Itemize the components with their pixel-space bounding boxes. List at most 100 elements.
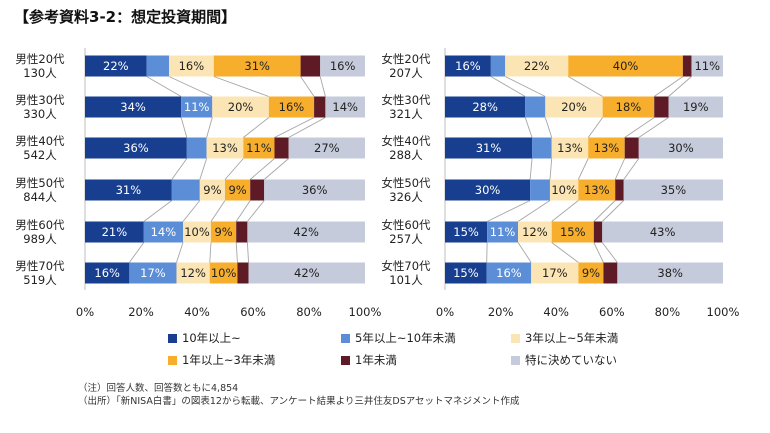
category-count: 207人 bbox=[389, 66, 423, 80]
data-label: 16% bbox=[179, 59, 205, 73]
bar-segment bbox=[248, 262, 365, 284]
data-label: 27% bbox=[314, 141, 340, 155]
category-label: 女性50代 bbox=[381, 176, 431, 190]
legend-item-under-1y: 1年未満 bbox=[341, 352, 397, 368]
legend-swatch bbox=[168, 333, 177, 343]
connector-line bbox=[182, 200, 201, 222]
bar-segment bbox=[129, 262, 177, 284]
bar-segment bbox=[638, 137, 723, 159]
connector-line bbox=[206, 117, 213, 138]
data-label: 42% bbox=[294, 266, 320, 280]
bar-segment bbox=[490, 55, 506, 77]
bar-segment bbox=[247, 221, 365, 243]
bar-segment bbox=[146, 55, 169, 77]
data-label: 36% bbox=[123, 141, 149, 155]
page-title: 【参考資料3-2：想定投資期間】 bbox=[14, 8, 237, 26]
bar-segment bbox=[264, 179, 365, 201]
data-label: 17% bbox=[140, 266, 166, 280]
data-label: 38% bbox=[657, 266, 683, 280]
connector-line bbox=[593, 242, 604, 263]
x-tick-label: 80% bbox=[655, 305, 681, 319]
connector-line bbox=[176, 242, 184, 263]
connector-line bbox=[524, 117, 533, 138]
data-label: 16% bbox=[496, 266, 522, 280]
bar-segment bbox=[445, 55, 491, 77]
bar-segment bbox=[171, 179, 200, 201]
bar-segment bbox=[578, 179, 616, 201]
data-label: 15% bbox=[560, 225, 586, 239]
data-label: 22% bbox=[524, 59, 550, 73]
legend-swatch bbox=[511, 355, 520, 365]
category-label: 女性40代 bbox=[381, 134, 431, 148]
data-label: 13% bbox=[584, 183, 610, 197]
category-label: 女性20代 bbox=[381, 52, 431, 66]
bar-segment bbox=[183, 221, 211, 243]
x-tick-label: 20% bbox=[128, 305, 154, 319]
data-label: 21% bbox=[102, 225, 128, 239]
x-tick-label: 40% bbox=[543, 305, 569, 319]
bar-segment bbox=[682, 55, 692, 77]
data-label: 34% bbox=[120, 100, 146, 114]
bar-segment bbox=[85, 221, 144, 243]
bar-segment bbox=[85, 179, 172, 201]
connector-line bbox=[517, 242, 532, 263]
connector-line bbox=[517, 200, 551, 222]
category-label: 男性60代 bbox=[15, 218, 65, 232]
bar-segment bbox=[288, 137, 365, 159]
data-label: 31% bbox=[116, 183, 142, 197]
connector-line bbox=[199, 158, 208, 180]
bar-segment bbox=[445, 262, 487, 284]
data-label: 20% bbox=[561, 100, 587, 114]
bar-segment bbox=[268, 96, 315, 118]
x-tick-label: 80% bbox=[296, 305, 322, 319]
connector-line bbox=[210, 200, 226, 222]
data-label: 43% bbox=[650, 225, 676, 239]
category-count: 542人 bbox=[23, 148, 57, 162]
bar-segment bbox=[525, 96, 546, 118]
bar-segment bbox=[225, 179, 251, 201]
bar-segment bbox=[186, 137, 207, 159]
data-label: 31% bbox=[244, 59, 270, 73]
bar-segment bbox=[243, 137, 275, 159]
data-label: 10% bbox=[184, 225, 210, 239]
legend-item-5-10y: 5年以上~10年未満 bbox=[341, 330, 456, 346]
data-label: 31% bbox=[476, 141, 502, 155]
bar-segment bbox=[505, 55, 569, 77]
connector-line bbox=[246, 242, 250, 263]
data-label: 11% bbox=[694, 59, 720, 73]
data-label: 10% bbox=[211, 266, 237, 280]
connector-line bbox=[624, 117, 655, 138]
data-label: 18% bbox=[616, 100, 642, 114]
data-label: 16% bbox=[279, 100, 305, 114]
category-count: 257人 bbox=[389, 232, 423, 246]
connector-line bbox=[213, 76, 269, 97]
connector-line bbox=[623, 158, 640, 180]
bar-segment bbox=[654, 96, 669, 118]
bar-segment bbox=[486, 262, 532, 284]
connector-line bbox=[614, 158, 626, 180]
bar-segment bbox=[85, 137, 187, 159]
bar-segment bbox=[603, 262, 618, 284]
connector-line bbox=[243, 117, 270, 138]
legend-label: 特に決めていない bbox=[525, 353, 617, 367]
category-label: 男性20代 bbox=[15, 52, 65, 66]
bar-segment bbox=[588, 137, 625, 159]
bar-segment bbox=[445, 96, 526, 118]
x-tick-label: 20% bbox=[488, 305, 514, 319]
legend-label: 1年未満 bbox=[355, 353, 397, 367]
bar-segment bbox=[85, 96, 182, 118]
legend-item-3-5y: 3年以上~5年未満 bbox=[511, 330, 618, 346]
connector-line bbox=[247, 200, 265, 222]
category-count: 101人 bbox=[389, 273, 423, 287]
bar-segment bbox=[274, 137, 289, 159]
bar-segment bbox=[169, 55, 214, 77]
data-label: 14% bbox=[151, 225, 177, 239]
category-label: 男性40代 bbox=[15, 134, 65, 148]
bar-segment bbox=[593, 221, 603, 243]
data-label: 9% bbox=[203, 183, 221, 197]
legend-swatch bbox=[168, 355, 177, 365]
category-label: 女性60代 bbox=[381, 218, 431, 232]
category-count: 519人 bbox=[23, 273, 57, 287]
legend-swatch bbox=[341, 355, 350, 365]
data-label: 30% bbox=[475, 183, 501, 197]
